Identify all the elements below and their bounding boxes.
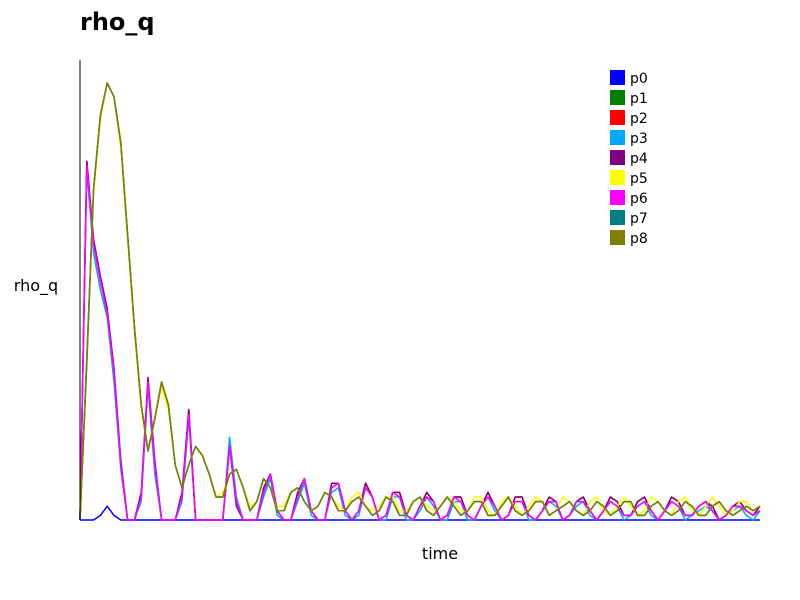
legend-item-p4: p4 [610,150,648,167]
series-line-p1 [79,82,761,521]
series-line-p8 [79,82,761,521]
chart-title: rho_q [80,8,155,36]
legend-swatch-p0 [610,70,625,85]
legend-label-p5: p5 [630,171,648,187]
legend-item-p5: p5 [610,170,648,187]
legend-swatch-p5 [610,170,625,185]
series-line-p3 [79,169,761,521]
legend-label-p4: p4 [630,151,648,167]
legend-label-p3: p3 [630,131,648,147]
legend-label-p8: p8 [630,231,648,247]
x-axis-label: time [422,544,458,563]
legend-swatch-p3 [610,130,625,145]
legend-label-p1: p1 [630,91,648,107]
legend-swatch-p1 [610,90,625,105]
legend: p0 p1 p2 p3 p4 p5 p6 p7 p8 [610,70,648,247]
legend-swatch-p2 [610,110,625,125]
series-line-p0 [80,505,760,521]
legend-label-p6: p6 [630,191,648,207]
legend-item-p0: p0 [610,70,648,87]
legend-label-p7: p7 [630,211,648,227]
series-line-p7 [79,82,761,521]
legend-item-p7: p7 [610,210,648,227]
legend-swatch-p8 [610,230,625,245]
series-line-p2 [79,160,761,521]
legend-label-p2: p2 [630,111,648,127]
legend-swatch-p7 [610,210,625,225]
y-axis-label: rho_q [14,276,58,296]
series-line-p6 [79,165,761,521]
series-line-p5 [79,82,761,521]
legend-item-p8: p8 [610,230,648,247]
legend-swatch-p6 [610,190,625,205]
series-line-p4 [79,160,761,521]
legend-item-p2: p2 [610,110,648,127]
legend-item-p6: p6 [610,190,648,207]
series-layer [79,82,761,521]
legend-item-p1: p1 [610,90,648,107]
legend-swatch-p4 [610,150,625,165]
legend-item-p3: p3 [610,130,648,147]
legend-label-p0: p0 [630,71,648,87]
